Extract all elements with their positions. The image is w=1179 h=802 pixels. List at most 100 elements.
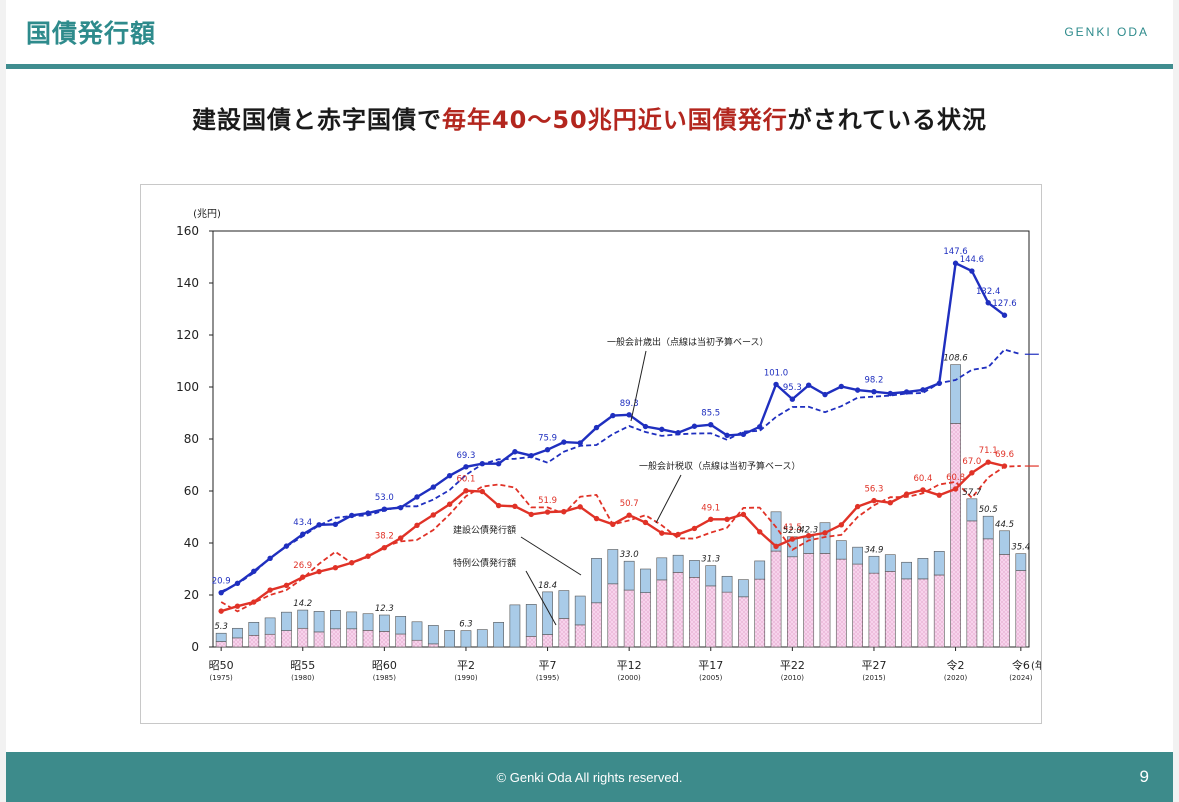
line-point (675, 430, 681, 436)
page-number: 9 (1139, 767, 1149, 786)
line-point (757, 424, 763, 430)
line-point (397, 504, 404, 511)
deficit-bond-bar (884, 571, 896, 648)
line-point (659, 530, 665, 536)
y-tick-label: 40 (184, 536, 199, 550)
construction-bond-bar (754, 560, 766, 580)
chart-bars (215, 364, 1027, 648)
headline: 建設国債と赤字国債で毎年40～50兆円近い国債発行がされている状況 (6, 100, 1173, 135)
deficit-bond-bar (313, 631, 325, 648)
line-point (300, 531, 306, 537)
construction-bond-bar (542, 591, 553, 635)
bar-total-label: 44.5 (995, 520, 1014, 530)
deficit-bond-bar (362, 630, 374, 648)
x-tick-label: 平2 (457, 659, 475, 672)
line-point (495, 461, 502, 467)
deficit-bond-bar (232, 637, 243, 648)
deficit-bond-bar (558, 618, 570, 648)
line-point (920, 487, 926, 493)
budget-dashed-line (220, 465, 1021, 613)
line-point (805, 533, 812, 539)
footer: © Genki Oda All rights reserved. 9 (6, 752, 1173, 802)
line-point (544, 446, 551, 453)
x-tick-sublabel: (2010) (781, 674, 805, 682)
deficit-bond-bar (542, 634, 553, 648)
line-point (381, 544, 388, 551)
line-point (936, 380, 942, 387)
line-value-label: 69.6 (995, 450, 1014, 460)
line-point (397, 535, 404, 541)
x-tick-label: 昭50 (209, 659, 234, 672)
line-point (838, 383, 845, 390)
line-point (561, 439, 567, 445)
line-point (1001, 463, 1008, 469)
line-point (1001, 312, 1008, 318)
construction-bond-bar (933, 551, 945, 576)
chart-lines (218, 260, 1022, 614)
line-point (740, 511, 747, 518)
line-value-label: 98.2 (864, 376, 883, 386)
deficit-bond-bar (1015, 570, 1027, 648)
x-tick-label: 令6 (1012, 658, 1030, 672)
deficit-bond-annotation: 特例公債発行額 (453, 557, 516, 569)
deficit-bond-bar (754, 578, 766, 648)
construction-bond-bar (444, 630, 455, 648)
deficit-bond-bar (950, 423, 961, 648)
line-point (757, 529, 763, 535)
line-point (659, 426, 665, 433)
x-tick-label: 平17 (698, 659, 723, 672)
slide: 国債発行額 GENKI ODA 建設国債と赤字国債で毎年40～50兆円近い国債発… (6, 0, 1173, 802)
line-point (414, 494, 420, 500)
construction-bond-bar (558, 590, 570, 619)
line-point (822, 391, 828, 398)
construction-bond-bar (738, 579, 749, 598)
x-tick-label: 平27 (861, 659, 886, 672)
line-point (985, 300, 991, 306)
line-point (234, 603, 241, 609)
x-tick-label: 令2 (947, 658, 965, 672)
line-value-label: 127.6 (992, 299, 1016, 309)
line-value-label: 38.2 (375, 532, 394, 542)
line-point (887, 390, 893, 397)
line-value-label: 51.9 (538, 496, 557, 506)
construction-bond-bar (525, 604, 537, 637)
line-point (561, 508, 567, 515)
line-value-label: 41.5 (783, 523, 802, 533)
deficit-bond-bar (640, 592, 651, 648)
x-tick-sublabel: (1995) (536, 674, 560, 682)
construction-bond-bar (313, 611, 325, 633)
construction-bond-bar (689, 560, 700, 578)
deficit-bond-bar (574, 624, 586, 648)
deficit-bond-bar (966, 520, 978, 648)
construction-bond-bar (966, 498, 978, 522)
deficit-bond-bar (264, 633, 276, 648)
line-value-label: 26.9 (293, 561, 312, 571)
line-point (724, 432, 730, 439)
x-tick-label: 平22 (780, 659, 805, 672)
deficit-bond-bar (917, 578, 929, 648)
x-tick-sublabel: (1980) (291, 674, 315, 682)
line-point (969, 470, 975, 476)
bar-total-label: 18.4 (538, 581, 557, 591)
chart-frame: 0 20 40 60 80 100 120 140 160 (兆円) 昭50 (1975) 昭55 (19… (140, 184, 1073, 724)
line-point (234, 580, 241, 586)
chart-annotations: 一般会計歳出（点線は当初予算ベース） 一般会計税収（点線は当初予算ベース） 建設公債… (453, 336, 801, 626)
construction-bond-bar (835, 540, 847, 560)
deficit-bond-bar (281, 630, 292, 648)
bar-total-label: 50.5 (979, 505, 998, 515)
line-point (512, 503, 518, 510)
construction-bond-bar (346, 611, 358, 630)
line-point (218, 589, 224, 596)
construction-bond-bar (868, 555, 880, 574)
construction-bond-bar (982, 515, 994, 540)
line-point (251, 599, 257, 605)
bond-issuance-chart: 0 20 40 60 80 100 120 140 160 (兆円) 昭50 (1975) 昭55 (19… (176, 208, 1072, 682)
deficit-bond-bar (297, 627, 309, 648)
x-tick-sublabel: (1990) (454, 674, 478, 682)
construction-bond-bar (884, 554, 896, 572)
deficit-bond-bar (607, 583, 619, 648)
deficit-bond-bar (379, 631, 390, 648)
construction-bond-annotation: 建設公債発行額 (453, 524, 516, 536)
construction-bond-bar (607, 549, 619, 585)
line-point (283, 543, 290, 549)
